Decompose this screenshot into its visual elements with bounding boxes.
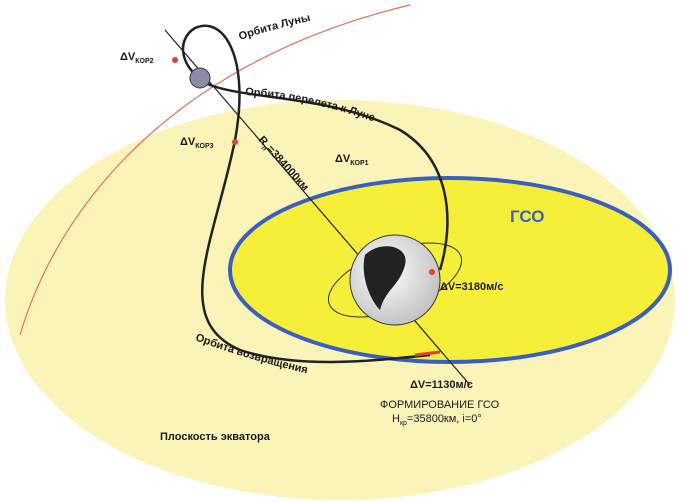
burn-arrow [414,350,441,357]
dv-cor1: ΔVКОР1 [335,153,369,167]
gso-params: Hкр=35800км, i=0° [392,413,482,427]
radius-line [164,29,471,386]
dv-sub: КОР3 [195,143,213,150]
gso-forming: ФОРМИРОВАНИЕ ГСО [380,399,500,411]
gso-params-main: H [392,413,400,425]
moon-orbit [19,4,411,336]
dv-sub: КОР2 [135,58,153,65]
gso-orbit [228,176,672,364]
dv-1130: ΔV=1130м/с [410,379,473,391]
dv-main: ΔV [335,153,351,165]
gso-params-value: =35800км, i=0° [407,413,482,425]
trajectory [181,24,449,364]
dv-cor2: ΔVКОР2 [120,51,154,65]
burn-point [232,139,238,145]
dv-main: ΔV [180,136,196,148]
burn-point [172,57,178,63]
equator-plane-label: Плоскость экватора [160,431,271,443]
moon-orbit-label-path: Орбита Луны [237,12,311,43]
gso-params-sub: кр [400,420,407,427]
dv-cor3: ΔVКОР3 [180,136,214,150]
moon [189,67,211,89]
continent [363,246,406,310]
gso-label: ГСО [510,207,545,226]
dv-3180: ΔV=3180м/с [440,281,503,293]
burn-point [429,269,435,275]
moon-orbit-label: Орбита Луны [237,12,311,43]
radius-sub: л [260,145,268,153]
dv-sub: КОР1 [350,160,368,167]
dv-main: ΔV [120,51,136,63]
